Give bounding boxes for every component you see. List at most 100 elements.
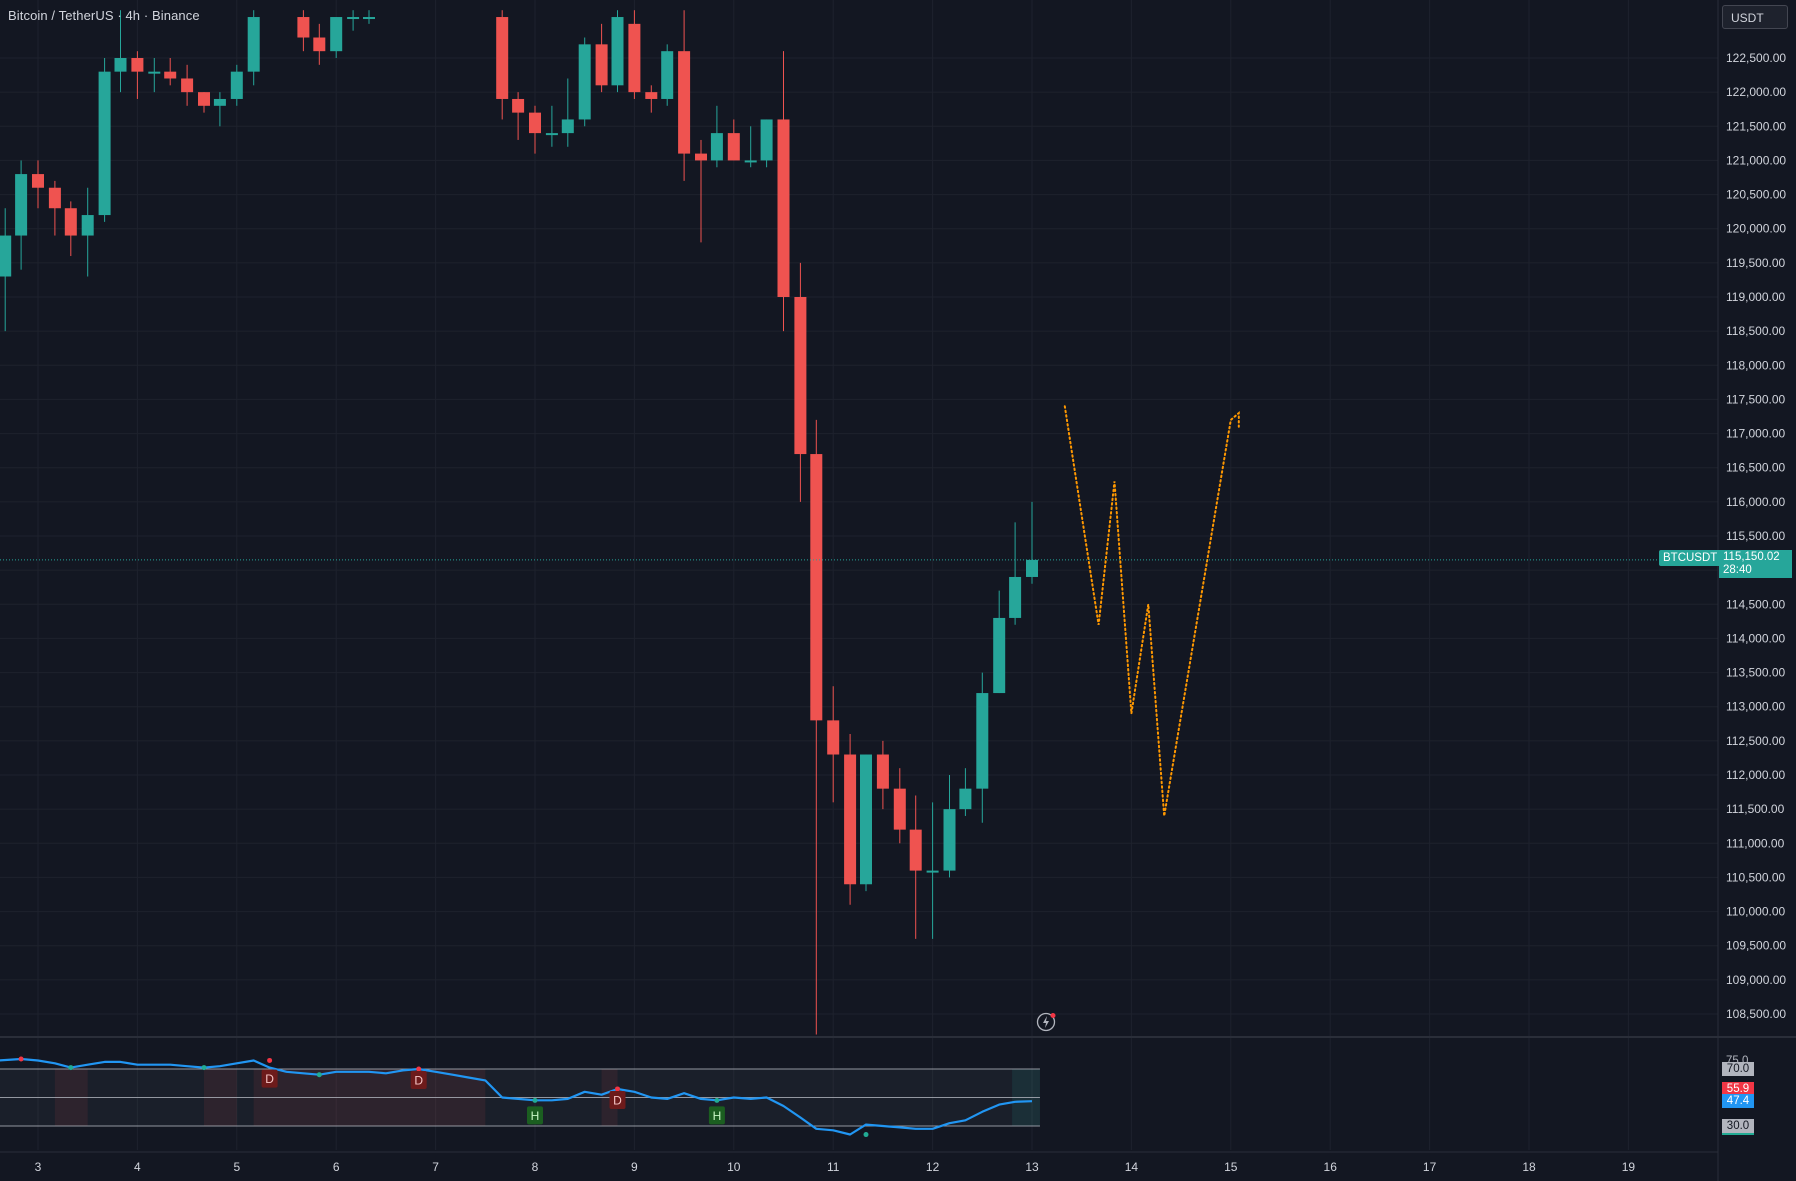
candle-body [230,71,243,99]
time-axis[interactable]: 3 4 5 6 7 8 9 10 11 12 13 14 15 16 17 18 19 [35,1160,1636,1174]
rsi-pivot-point [615,1086,621,1092]
candle-body [794,297,807,455]
rsi-indicator: D D H D H [0,1056,1040,1138]
time-tick-label: 8 [532,1160,539,1174]
candle-body [114,58,127,72]
candle-body [81,215,94,236]
candle-body [943,809,956,871]
price-tick-label: 111,500.00 [1726,802,1785,816]
candle-body [148,71,161,74]
candle-body [694,153,707,161]
candle-body [844,754,857,885]
price-tick-label: 113,000.00 [1726,700,1785,714]
candle-body [213,98,226,106]
rsi-pivot-point [416,1066,422,1072]
price-tick-label: 113,500.00 [1726,666,1785,680]
candle-body [347,17,360,20]
candle-body [330,17,343,52]
rsi-ma-badge: 55.9 [1722,1082,1754,1097]
candle-body [661,51,674,99]
candle-body [48,187,61,209]
candle-body [164,71,177,79]
candle-body [628,23,641,93]
candle-body [727,133,740,161]
rsi-pivot-point [532,1097,538,1103]
candle-body [561,119,574,134]
price-tick-label: 119,500.00 [1726,256,1785,270]
price-tick-label: 112,000.00 [1726,768,1785,782]
candle-body [181,78,194,93]
candle-body [1009,576,1022,618]
candle-body [1026,559,1038,577]
time-tick-label: 15 [1224,1160,1238,1174]
rsi-level-badge: 70.0 [1722,1062,1754,1076]
candle-body [993,617,1006,694]
time-tick-label: 16 [1324,1160,1338,1174]
rsi-level-badge: 30.0 [1722,1119,1754,1133]
candle-body [98,71,111,216]
rsi-pivot-point [267,1057,273,1063]
last-price-badge: 115,150.02 28:40 [1719,550,1792,578]
divergence-label-box [609,1090,626,1109]
time-tick-label: 7 [432,1160,439,1174]
divergence-label-box [527,1106,543,1125]
price-tick-label: 119,000.00 [1726,290,1785,304]
candle-body [297,17,310,38]
price-tick-label: 118,500.00 [1726,324,1785,338]
divergence-label: D [613,1093,622,1107]
divergence-label: H [531,1109,540,1123]
price-tick-label: 120,000.00 [1726,222,1786,236]
candle-body [810,454,823,721]
price-tick-label: 120,500.00 [1726,188,1786,202]
price-tick-label: 114,500.00 [1726,597,1785,611]
candle-body [744,160,757,163]
rsi-pivot-point [316,1072,322,1078]
candle-body [860,754,873,885]
lightning-alert-icon[interactable] [1036,1012,1056,1032]
candle-body [827,720,840,755]
price-tick-label: 115,500.00 [1726,529,1785,543]
time-tick-label: 3 [35,1160,42,1174]
rsi-line [0,1057,1033,1136]
price-tick-label: 116,000.00 [1726,495,1785,509]
candle-body [496,17,509,99]
rsi-pivot-point [68,1065,74,1071]
candle-body [15,174,28,236]
time-tick-label: 5 [233,1160,240,1174]
price-tick-label: 117,500.00 [1726,392,1785,406]
divergence-label: D [265,1072,274,1086]
rsi-pivot-point [201,1065,207,1071]
time-tick-label: 12 [926,1160,940,1174]
rsi-pivot-point [18,1056,24,1062]
price-tick-label: 109,000.00 [1726,973,1786,987]
projection-path [1063,405,1240,817]
bar-countdown: 28:40 [1723,564,1752,576]
price-tick-label: 111,000.00 [1726,836,1785,850]
candle-body [545,133,558,136]
candle-body [710,133,723,161]
candle-body [247,17,260,72]
currency-button[interactable]: USDT [1722,5,1788,29]
time-tick-label: 17 [1423,1160,1437,1174]
symbol-title[interactable]: Bitcoin / TetherUS · 4h · Binance [8,8,200,23]
candlestick-series [0,10,1038,1035]
candle-body [0,235,12,277]
rsi-pivot-point [863,1132,869,1138]
divergence-label-box [410,1071,427,1089]
time-tick-label: 11 [827,1160,840,1174]
candle-body [893,788,906,830]
price-tick-label: 122,500.00 [1726,51,1786,65]
candle-body [595,44,608,86]
rsi-30-accent-bar [1722,1133,1754,1135]
divergence-label: H [713,1109,722,1123]
time-tick-label: 9 [631,1160,638,1174]
candle-body [313,37,326,52]
candle-body [578,44,591,120]
price-tick-label: 110,000.00 [1726,905,1785,919]
time-tick-label: 18 [1522,1160,1536,1174]
candle-body [876,754,889,789]
price-tick-label: 112,500.00 [1726,734,1785,748]
